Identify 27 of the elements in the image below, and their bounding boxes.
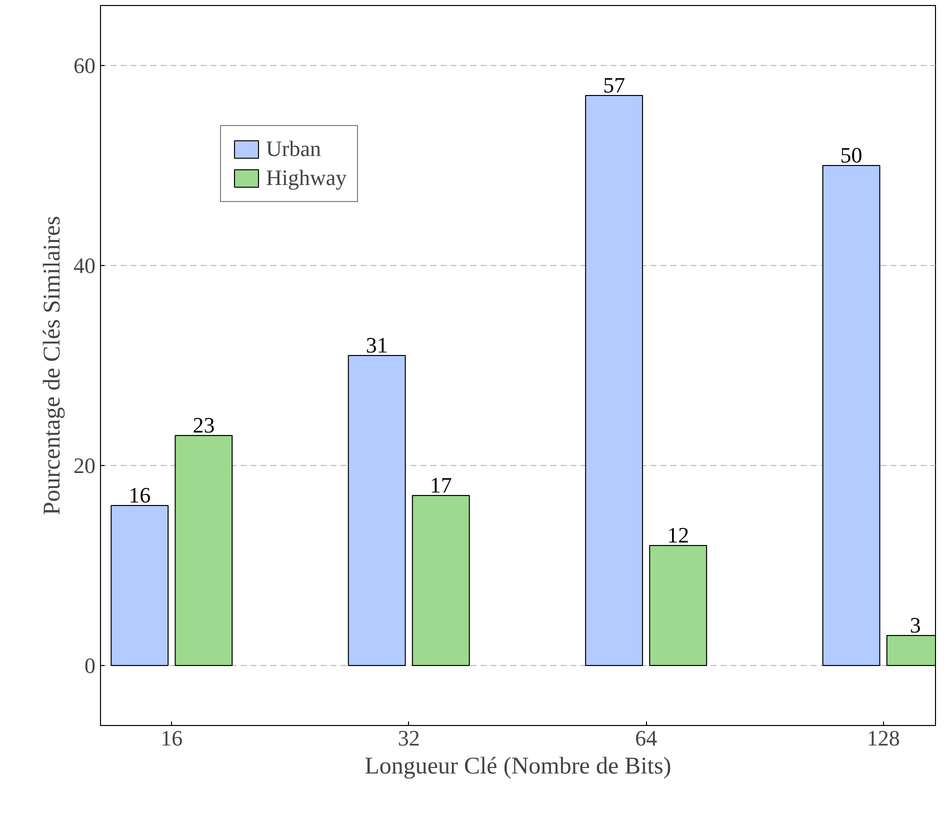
data-label: 17 xyxy=(430,472,452,498)
data-label: 16 xyxy=(128,482,151,508)
data-label: 50 xyxy=(840,142,862,168)
y-tick-label: 40 xyxy=(74,253,96,278)
bar xyxy=(822,165,880,666)
bar xyxy=(174,435,233,666)
y-tick-label: 20 xyxy=(74,453,96,478)
y-tick-label: 0 xyxy=(84,653,96,678)
y-tick-label: 60 xyxy=(74,53,96,78)
bar xyxy=(348,355,406,666)
x-tick-label: 64 xyxy=(635,726,658,750)
data-label: 57 xyxy=(603,72,626,98)
data-label: 31 xyxy=(366,332,388,358)
x-tick-label: 32 xyxy=(398,726,420,750)
y-axis-title: Pourcentage de Clés Similaires xyxy=(40,216,66,516)
data-label: 3 xyxy=(910,612,921,638)
bar xyxy=(649,545,708,666)
x-axis-title: Longueur Clé (Nombre de Bits) xyxy=(364,754,672,780)
bar xyxy=(110,505,169,666)
bar xyxy=(412,495,470,666)
x-tick-label: 128 xyxy=(866,726,900,750)
legend-label: Highway xyxy=(266,165,347,191)
bar xyxy=(585,95,644,666)
legend-label: Urban xyxy=(266,136,321,162)
x-tick-label: 16 xyxy=(160,726,183,750)
data-label: 12 xyxy=(667,522,690,548)
data-label: 23 xyxy=(192,412,215,438)
